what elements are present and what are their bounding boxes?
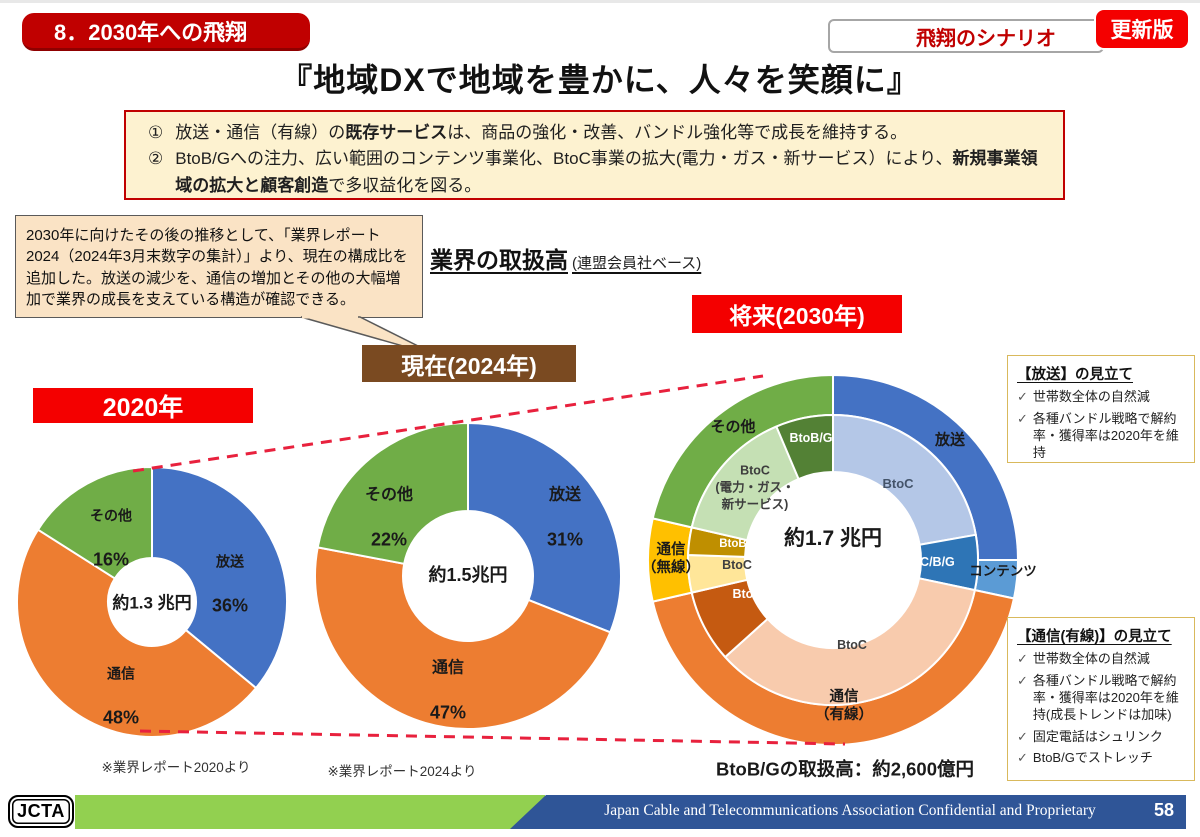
d2024-center-value: 約1.5兆円 — [428, 564, 508, 585]
estimate-item: ✓ 各種バンドル戦略で解約率・獲得率は2020年を維持 — [1017, 410, 1179, 460]
estimate-item: ✓ 世帯数全体の自然減 — [1017, 651, 1150, 666]
jcta-logo: JCTA — [8, 795, 74, 828]
d2030-inner-btoc-broadcast: BtoC — [882, 475, 914, 491]
chart-section-title: 業界の取扱高 (連盟会員社ベース) — [430, 247, 702, 273]
d2030-seg-contents: コンテンツ — [969, 563, 1037, 579]
estimate-box-broadcast-title: 【放送】の見立て — [1017, 367, 1133, 383]
section-badge: 8．2030年への飛翔 — [22, 13, 310, 51]
d2020-source: ※業界レポート2020より — [101, 760, 251, 775]
d2030-inner-btobg-other: BtoB/G — [789, 431, 833, 446]
d2030-inner-btoc-wireless: BtoC — [722, 558, 752, 573]
estimate-item: ✓ 固定電話はシュリンク — [1017, 728, 1163, 744]
d2024-seg-other: その他 22% — [364, 486, 414, 550]
estimate-item: ✓ 各種バンドル戦略で解約率・獲得率は2020年を維持(成長トレンドは加味) — [1017, 672, 1179, 722]
page-number: 58 — [1153, 800, 1175, 820]
footer-blue-bar — [510, 795, 1186, 829]
d2030-inner-btobg-wireless: BtoB/G — [719, 537, 759, 550]
d2024-seg-telecom: 通信 47% — [429, 659, 467, 723]
check-icon: ✓ — [1017, 750, 1028, 766]
summary-item-2-number: ② — [148, 149, 164, 169]
estimate-box-broadcast: 【放送】の見立て ✓ 世帯数全体の自然減 ✓ 各種バンドル戦略で解約率・獲得率は… — [1007, 355, 1195, 463]
page-title: 『地域DXで地域を豊かに、人々を笑顔に』 — [280, 62, 920, 98]
d2030-seg-other: その他 — [710, 418, 756, 436]
d2030-seg-broadcast: 放送 — [934, 431, 966, 449]
d2030-center-value: 約1.7 兆円 — [783, 526, 883, 550]
estimate-item: ✓ BtoB/Gでストレッチ — [1017, 750, 1153, 766]
growth-dashed-line — [139, 729, 846, 746]
check-icon: ✓ — [1017, 728, 1028, 744]
estimate-box-wired: 【通信(有線)】の見立て ✓ 世帯数全体の自然減 ✓ 各種バンドル戦略で解約率・… — [1007, 617, 1195, 781]
summary-item-1-text: 放送・通信（有線）の既存サービスは、商品の強化・改善、バンドル強化等で成長を維持… — [175, 123, 908, 142]
d2030-seg-wired: 通信 （有線） — [815, 688, 873, 723]
chart-section-note: (連盟会員社ベース) — [572, 255, 702, 272]
tag-2030: 将来(2030年) — [692, 295, 902, 333]
donut-charts-svg — [16, 374, 1019, 746]
updated-badge: 更新版 — [1096, 10, 1188, 48]
summary-item-2: ② BtoB/Gへの注力、広い範囲のコンテンツ事業化、BtoC事業の拡大(電力・… — [148, 146, 1049, 199]
callout-bubble: 2030年に向けたその後の推移として、「業界レポート2024（2024年3月末数… — [15, 215, 423, 318]
footer-confidential-text: Japan Cable and Telecommunications Assoc… — [604, 802, 1096, 819]
d2024-source: ※業界レポート2024より — [327, 764, 477, 779]
check-icon: ✓ — [1017, 389, 1028, 404]
check-icon: ✓ — [1017, 651, 1028, 666]
check-icon: ✓ — [1017, 410, 1028, 426]
estimate-box-wired-title: 【通信(有線)】の見立て — [1017, 629, 1172, 645]
summary-item-2-text: BtoB/Gへの注力、広い範囲のコンテンツ事業化、BtoC事業の拡大(電力・ガス… — [175, 149, 1038, 195]
d2030-seg-wireless: 通信 （無線） — [642, 541, 700, 576]
d2030-inner-btocbg: BtoC/B/G — [899, 555, 955, 570]
check-icon: ✓ — [1017, 672, 1028, 688]
footer-green-bar — [75, 795, 545, 829]
scenario-label: 飛翔のシナリオ — [828, 19, 1104, 53]
d2030-inner-btoc-wired: BtoC — [837, 638, 867, 653]
summary-item-1-number: ① — [148, 123, 164, 142]
tag-2024: 現在(2024年) — [362, 345, 576, 382]
d2020-seg-telecom: 通信 48% — [102, 665, 140, 728]
d2024-seg-broadcast: 放送 31% — [546, 486, 584, 550]
d2030-inner-btoc-newbiz: BtoC (電力・ガス・ 新サービス) — [715, 463, 795, 512]
summary-box: ① 放送・通信（有線）の既存サービスは、商品の強化・改善、バンドル強化等で成長を… — [124, 110, 1065, 200]
summary-item-1: ① 放送・通信（有線）の既存サービスは、商品の強化・改善、バンドル強化等で成長を… — [148, 120, 1049, 146]
tag-2020: 2020年 — [33, 388, 253, 423]
d2020-seg-other: その他 16% — [90, 507, 132, 570]
d2030-inner-btobg-wired: BtoB/G — [732, 587, 776, 602]
d2020-center-value: 約1.3 兆円 — [112, 593, 192, 613]
estimate-item: ✓ 世帯数全体の自然減 — [1017, 389, 1150, 404]
d2030-btobg-note: BtoB/Gの取扱高：約2,600億円 — [715, 758, 975, 780]
d2020-seg-broadcast: 放送 36% — [211, 553, 249, 616]
